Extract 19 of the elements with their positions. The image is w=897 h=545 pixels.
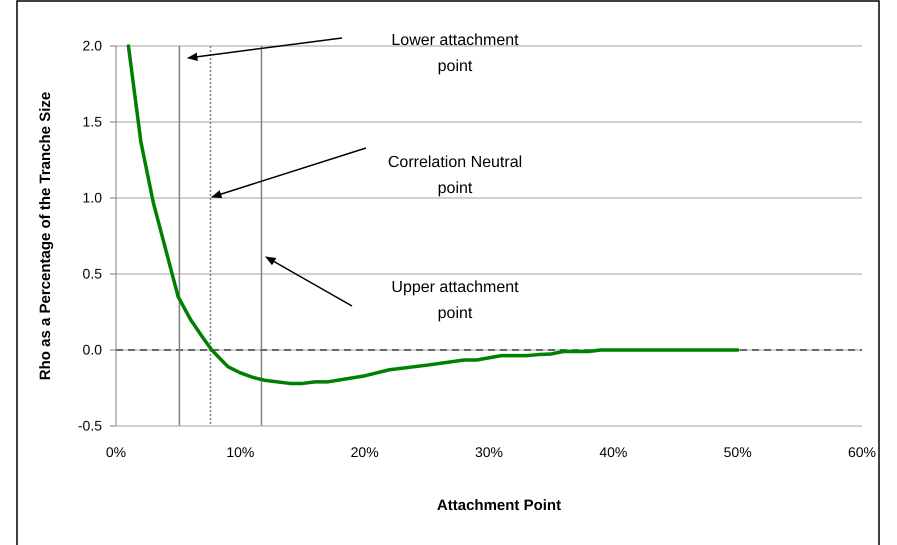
y-tick-label: 2.0 <box>82 37 102 54</box>
y-axis-title: Rho as a Percentage of the Tranche Size <box>37 92 54 380</box>
y-tick-label: 0.5 <box>82 265 102 282</box>
x-tick-label: 40% <box>599 444 628 460</box>
y-tick-label: 0.0 <box>82 341 102 358</box>
y-tick-label: -0.5 <box>78 417 102 434</box>
x-tick-label: 0% <box>106 444 126 460</box>
y-tick-label: 1.0 <box>82 189 102 206</box>
annotation: Lower attachment point <box>391 32 520 75</box>
x-tick-label: 50% <box>724 444 752 460</box>
x-tick-label: 60% <box>848 444 876 460</box>
x-tick-label: 30% <box>474 444 504 460</box>
annotation: Upper attachment point <box>391 279 520 322</box>
x-axis-title: Attachment Point <box>436 497 562 514</box>
annotation: Correlation Neutral point <box>388 154 522 197</box>
line-series <box>126 44 740 386</box>
x-tick-label: 20% <box>350 444 379 460</box>
y-tick-label: 1.5 <box>82 113 102 130</box>
x-tick-label: 10% <box>226 444 254 460</box>
